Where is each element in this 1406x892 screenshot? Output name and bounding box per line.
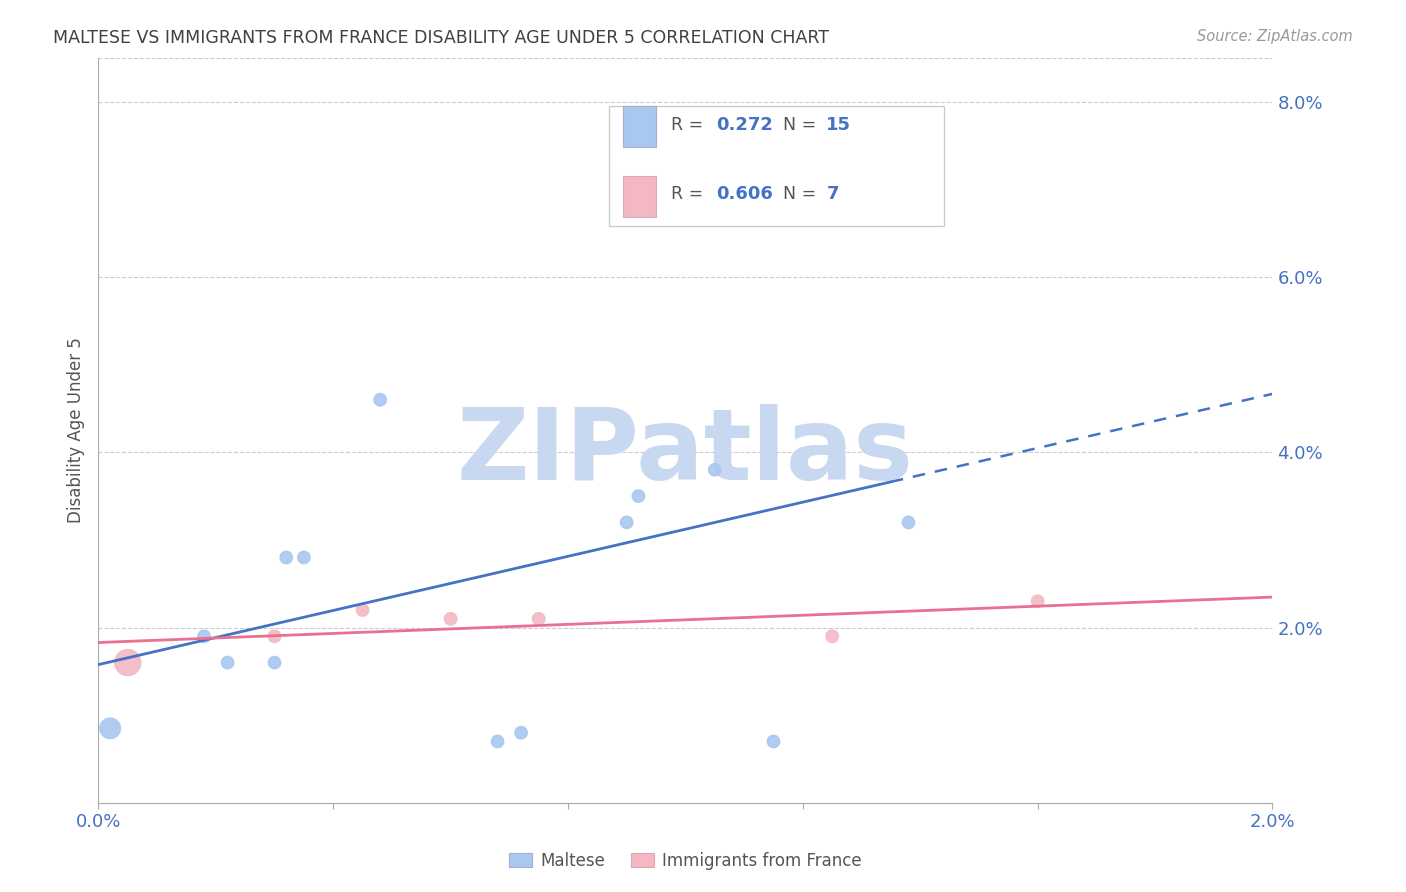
Point <box>733 209 755 223</box>
Point <box>440 612 463 626</box>
Text: ZIPatlas: ZIPatlas <box>457 404 914 501</box>
Text: 0.606: 0.606 <box>716 186 773 203</box>
Point <box>263 629 285 643</box>
Text: R =: R = <box>671 116 709 134</box>
Text: MALTESE VS IMMIGRANTS FROM FRANCE DISABILITY AGE UNDER 5 CORRELATION CHART: MALTESE VS IMMIGRANTS FROM FRANCE DISABI… <box>53 29 830 46</box>
Text: R =: R = <box>671 186 709 203</box>
Point <box>217 656 239 670</box>
Legend: Maltese, Immigrants from France: Maltese, Immigrants from France <box>502 845 869 877</box>
Text: N =: N = <box>783 186 821 203</box>
Point <box>486 734 509 748</box>
Point <box>821 629 844 643</box>
Point <box>510 725 533 739</box>
Point <box>897 516 920 530</box>
Point <box>263 656 285 670</box>
Text: 7: 7 <box>827 186 839 203</box>
FancyBboxPatch shape <box>623 176 657 217</box>
Y-axis label: Disability Age Under 5: Disability Age Under 5 <box>66 337 84 524</box>
Point <box>627 489 650 503</box>
Point <box>1026 594 1049 608</box>
Point <box>292 550 315 565</box>
Text: N =: N = <box>783 116 821 134</box>
Point <box>193 629 215 643</box>
Point <box>352 603 374 617</box>
Point <box>117 656 139 670</box>
FancyBboxPatch shape <box>609 106 943 226</box>
Point <box>703 463 725 477</box>
FancyBboxPatch shape <box>623 106 657 147</box>
Text: 15: 15 <box>827 116 851 134</box>
Point <box>762 734 785 748</box>
Point <box>527 612 550 626</box>
Point <box>368 392 391 407</box>
Point <box>276 550 298 565</box>
Text: Source: ZipAtlas.com: Source: ZipAtlas.com <box>1197 29 1353 44</box>
Point <box>616 516 638 530</box>
Point <box>98 721 121 735</box>
Text: 0.272: 0.272 <box>716 116 773 134</box>
